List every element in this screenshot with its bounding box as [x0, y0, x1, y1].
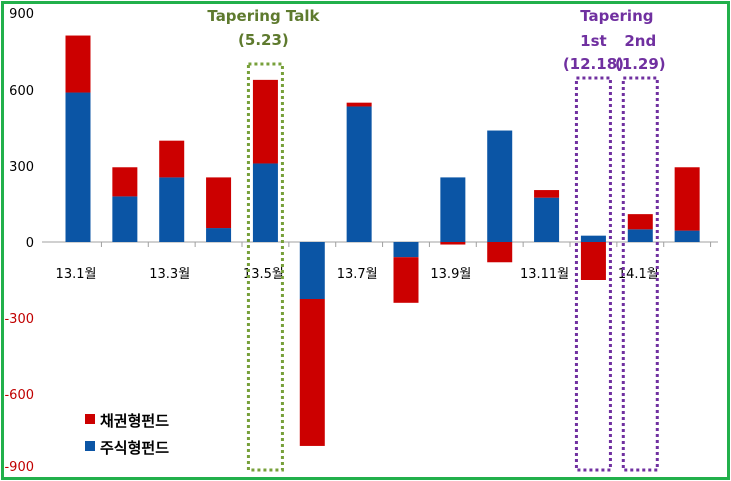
- bar-segment: [159, 177, 185, 242]
- y-tick-label: -300: [4, 312, 34, 327]
- bar-segment: [580, 242, 606, 280]
- bar-segment: [487, 242, 513, 263]
- highlight-box: [574, 76, 612, 472]
- bar-segment: [393, 257, 419, 303]
- y-tick-label: -600: [4, 388, 34, 403]
- bar-segment: [534, 197, 560, 242]
- bar-segment: [65, 35, 91, 93]
- x-tick-label: 13.11월: [520, 267, 569, 282]
- y-tick-label: 300: [9, 160, 34, 175]
- bar-segment: [674, 230, 700, 242]
- bar-segment: [299, 242, 325, 299]
- highlight-box: [246, 62, 284, 472]
- bar-segment: [346, 102, 372, 107]
- bar-segment: [252, 163, 278, 242]
- legend-label: 주식형펀드: [100, 439, 169, 457]
- legend-swatch: [85, 414, 95, 424]
- x-tick-label: 14.1월: [618, 267, 659, 282]
- bar-segment: [393, 242, 419, 258]
- highlight-box: [621, 76, 659, 472]
- y-tick-label: 900: [9, 7, 34, 22]
- bar-segment: [440, 177, 466, 242]
- bar-segment: [346, 106, 372, 242]
- x-tick-label: 13.5월: [243, 267, 284, 282]
- annotation-label: Tapering: [580, 7, 653, 25]
- bar-segment: [627, 214, 653, 230]
- bar-segment: [627, 229, 653, 242]
- y-tick-label: 600: [9, 84, 34, 99]
- bar-segment: [252, 79, 278, 164]
- legend-label: 채권형펀드: [100, 412, 169, 430]
- annotation-label: (1.29): [615, 55, 666, 73]
- annotation-label: 2nd: [624, 32, 656, 50]
- y-tick-label: 0: [26, 236, 34, 251]
- bar-segment: [580, 235, 606, 242]
- bar-segment: [534, 190, 560, 198]
- annotation-label: (12.18): [563, 55, 624, 73]
- bar-segment: [674, 167, 700, 231]
- bar-segment: [299, 299, 325, 446]
- y-tick-label: -900: [4, 460, 34, 475]
- bar-segment: [65, 92, 91, 243]
- bar-segment: [159, 140, 185, 178]
- bar-segment: [112, 196, 138, 242]
- x-tick-label: 13.1월: [56, 267, 97, 282]
- bar-segment: [487, 130, 513, 242]
- bar-segment: [112, 167, 138, 197]
- annotation-label: 1st: [580, 32, 607, 50]
- bar-segment: [206, 228, 232, 242]
- annotation-label: (5.23): [238, 31, 289, 49]
- annotation-label: Tapering Talk: [207, 7, 320, 25]
- bar-segment: [206, 177, 232, 229]
- legend-swatch: [85, 441, 95, 451]
- bar-segment: [440, 242, 466, 245]
- x-tick-label: 13.9월: [430, 267, 471, 282]
- x-tick-label: 13.7월: [337, 267, 378, 282]
- x-tick-label: 13.3월: [149, 267, 190, 282]
